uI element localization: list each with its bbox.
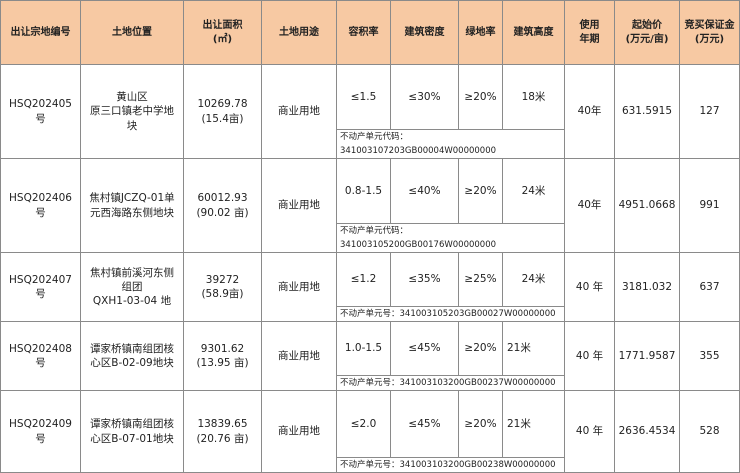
- area-cell: 9301.62 (13.95 亩): [183, 321, 262, 391]
- far-cell: ≤2.0: [336, 390, 391, 458]
- far-cell: ≤1.2: [336, 252, 391, 307]
- price-cell: 2636.4534: [614, 390, 680, 473]
- parcel-id-cell: HSQ202409 号: [0, 390, 81, 473]
- property-unit-code: 不动产单元号：341003103200GB00237W00000000: [336, 375, 565, 391]
- area-cell: 60012.93 (90.02 亩): [183, 158, 262, 253]
- parcel-id-cell: HSQ202406 号: [0, 158, 81, 253]
- usage-cell: 商业用地: [261, 321, 337, 391]
- price-cell: 1771.9587: [614, 321, 680, 391]
- table-row-code: 不动产单元代码：341003107203GB00004W00000000: [1, 129, 740, 159]
- green-rate-cell: ≥20%: [458, 64, 503, 130]
- term-cell: 40 年: [564, 390, 615, 473]
- green-rate-cell: ≥20%: [458, 321, 503, 376]
- green-rate-cell: ≥20%: [458, 390, 503, 458]
- header-density: 建筑密度: [390, 0, 459, 65]
- header-id: 出让宗地编号: [0, 0, 81, 65]
- header-term: 使用 年期: [564, 0, 615, 65]
- parcel-id-cell: HSQ202405 号: [0, 64, 81, 159]
- term-cell: 40年: [564, 158, 615, 253]
- building-height-cell: 18米: [502, 64, 565, 130]
- density-cell: ≤45%: [390, 321, 459, 376]
- location-cell: 谭家桥镇南组团核 心区B-07-01地块: [80, 390, 184, 473]
- table-row: HSQ202409 号谭家桥镇南组团核 心区B-07-01地块 13839.65 …: [0, 390, 740, 473]
- area-cell: 39272 (58.9亩): [183, 252, 262, 322]
- area-cell: 13839.65 (20.76 亩): [183, 390, 262, 473]
- deposit-cell: 355: [679, 321, 740, 391]
- price-cell: 631.5915: [614, 64, 680, 159]
- term-cell: 40 年: [564, 321, 615, 391]
- term-cell: 40年: [564, 64, 615, 159]
- location-cell: 焦村镇前溪河东侧 组团 QXH1-03-04 地: [80, 252, 184, 322]
- building-height-cell: 24米: [502, 158, 565, 224]
- deposit-cell: 637: [679, 252, 740, 322]
- header-height: 建筑高度: [502, 0, 565, 65]
- location-cell: 谭家桥镇南组团核 心区B-02-09地块: [80, 321, 184, 391]
- header-usage: 土地用途: [261, 0, 337, 65]
- usage-cell: 商业用地: [261, 390, 337, 473]
- deposit-cell: 127: [679, 64, 740, 159]
- property-unit-code: 不动产单元代码：341003107203GB00004W00000000: [336, 129, 565, 159]
- building-height-cell: 21米: [502, 390, 565, 458]
- green-rate-cell: ≥25%: [458, 252, 503, 307]
- deposit-cell: 528: [679, 390, 740, 473]
- term-cell: 40 年: [564, 252, 615, 322]
- density-cell: ≤45%: [390, 390, 459, 458]
- header-price: 起始价 (万元/亩): [614, 0, 680, 65]
- area-cell: 10269.78 (15.4亩): [183, 64, 262, 159]
- header-far: 容积率: [336, 0, 391, 65]
- price-cell: 4951.0668: [614, 158, 680, 253]
- property-unit-code: 不动产单元号：341003103200GB00238W00000000: [336, 457, 565, 473]
- table-row: HSQ202407 号焦村镇前溪河东侧 组团 QXH1-03-04 地 39272…: [0, 252, 740, 322]
- header-row: 出让宗地编号 土地位置 出让面积 (㎡) 土地用途 容积率 建筑密度 绿地率 建…: [0, 0, 740, 65]
- table-row-code: 不动产单元代码：341003105200GB00176W00000000: [1, 223, 740, 253]
- far-cell: ≤1.5: [336, 64, 391, 130]
- usage-cell: 商业用地: [261, 252, 337, 322]
- density-cell: ≤30%: [390, 64, 459, 130]
- deposit-cell: 991: [679, 158, 740, 253]
- density-cell: ≤40%: [390, 158, 459, 224]
- usage-cell: 商业用地: [261, 64, 337, 159]
- header-location: 土地位置: [80, 0, 184, 65]
- far-cell: 1.0-1.5: [336, 321, 391, 376]
- building-height-cell: 24米: [502, 252, 565, 307]
- header-deposit: 竞买保证金 (万元): [679, 0, 740, 65]
- density-cell: ≤35%: [390, 252, 459, 307]
- building-height-cell: 21米: [502, 321, 565, 376]
- price-cell: 3181.032: [614, 252, 680, 322]
- property-unit-code: 不动产单元号：341003105203GB00027W00000000: [336, 306, 565, 322]
- table-row: HSQ202408 号谭家桥镇南组团核 心区B-02-09地块 9301.62 (…: [0, 321, 740, 391]
- parcel-id-cell: HSQ202407 号: [0, 252, 81, 322]
- parcel-id-cell: HSQ202408 号: [0, 321, 81, 391]
- header-green: 绿地率: [458, 0, 503, 65]
- far-cell: 0.8-1.5: [336, 158, 391, 224]
- location-cell: 焦村镇JCZQ-01单 元西海路东侧地块: [80, 158, 184, 253]
- table-row: HSQ202406 号焦村镇JCZQ-01单 元西海路东侧地块 60012.93 …: [0, 158, 740, 253]
- table-body: HSQ202405 号黄山区 原三口镇老中学地 块 10269.78 (15.4亩…: [0, 64, 740, 473]
- green-rate-cell: ≥20%: [458, 158, 503, 224]
- usage-cell: 商业用地: [261, 158, 337, 253]
- property-unit-code: 不动产单元代码：341003105200GB00176W00000000: [336, 223, 565, 253]
- location-cell: 黄山区 原三口镇老中学地 块: [80, 64, 184, 159]
- header-area: 出让面积 (㎡): [183, 0, 262, 65]
- table-row: HSQ202405 号黄山区 原三口镇老中学地 块 10269.78 (15.4亩…: [0, 64, 740, 159]
